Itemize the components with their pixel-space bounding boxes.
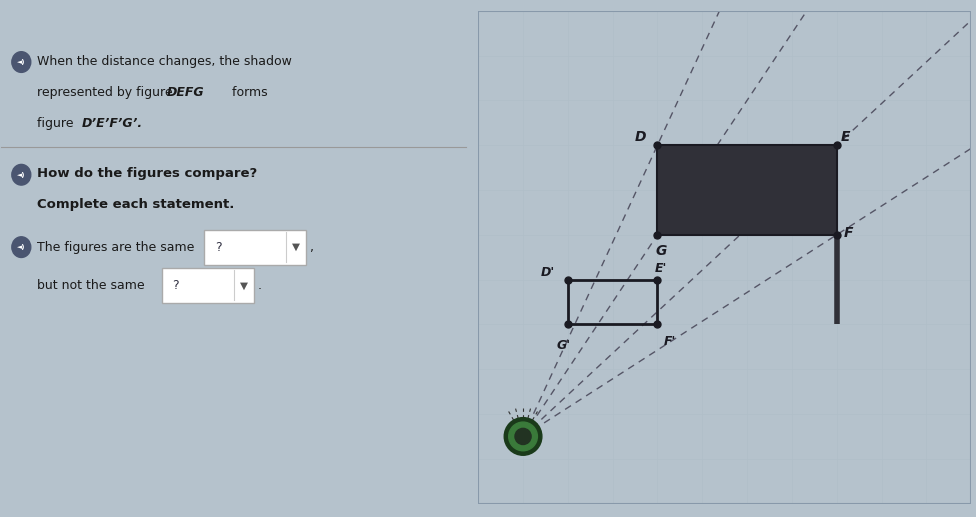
Text: ?: ? bbox=[215, 240, 222, 254]
Text: D’E’F’G’.: D’E’F’G’. bbox=[81, 116, 142, 130]
Text: forms: forms bbox=[228, 85, 267, 99]
Text: DEFG: DEFG bbox=[167, 85, 204, 99]
Bar bbox=[205, 230, 306, 265]
Text: D': D' bbox=[541, 266, 555, 279]
Text: F: F bbox=[843, 226, 853, 240]
Text: ?: ? bbox=[173, 279, 179, 292]
Circle shape bbox=[508, 422, 538, 451]
Text: figure: figure bbox=[37, 116, 77, 130]
Text: .: . bbox=[258, 279, 262, 292]
Text: ,: , bbox=[310, 240, 314, 254]
Text: ◄): ◄) bbox=[17, 244, 25, 250]
Text: E': E' bbox=[655, 262, 668, 275]
Circle shape bbox=[505, 418, 542, 455]
Text: ▼: ▼ bbox=[240, 280, 248, 291]
Text: G: G bbox=[655, 244, 667, 258]
Text: but not the same: but not the same bbox=[37, 279, 148, 292]
Text: Complete each statement.: Complete each statement. bbox=[37, 197, 234, 211]
Text: When the distance changes, the shadow: When the distance changes, the shadow bbox=[37, 54, 292, 68]
Text: D: D bbox=[635, 130, 646, 144]
Polygon shape bbox=[658, 145, 836, 235]
Text: E: E bbox=[841, 130, 851, 144]
Circle shape bbox=[12, 52, 31, 72]
Text: How do the figures compare?: How do the figures compare? bbox=[37, 166, 257, 180]
Text: F': F' bbox=[665, 334, 676, 347]
Text: ◄): ◄) bbox=[17, 172, 25, 178]
Bar bbox=[162, 268, 254, 303]
Text: The figures are the same: The figures are the same bbox=[37, 240, 198, 254]
Circle shape bbox=[12, 237, 31, 257]
Text: ◄): ◄) bbox=[17, 59, 25, 65]
Text: ▼: ▼ bbox=[292, 242, 300, 252]
Text: represented by figure: represented by figure bbox=[37, 85, 177, 99]
Circle shape bbox=[12, 164, 31, 185]
Circle shape bbox=[515, 429, 531, 445]
Text: G': G' bbox=[556, 339, 571, 352]
